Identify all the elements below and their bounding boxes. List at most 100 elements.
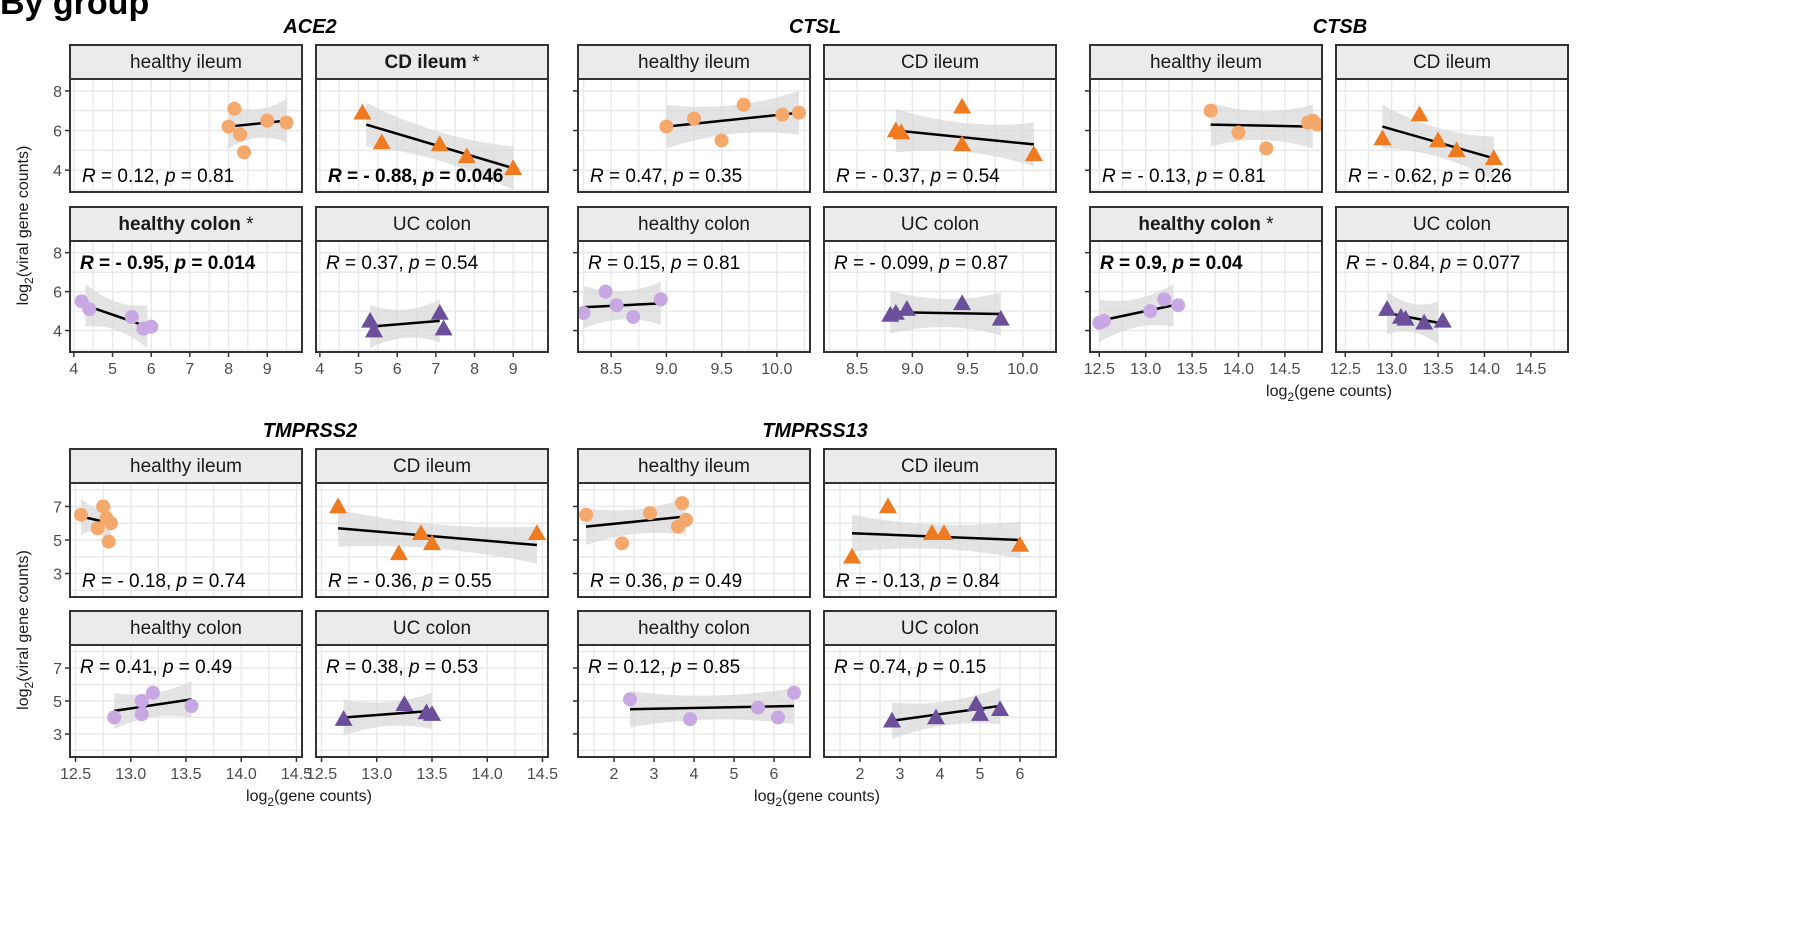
data-point — [787, 685, 801, 700]
x-tick-label: 13.0 — [115, 766, 146, 783]
data-point — [883, 711, 901, 728]
data-point — [1203, 103, 1218, 118]
x-tick-label: 8 — [470, 361, 479, 378]
data-point — [626, 309, 641, 324]
data-point — [1310, 117, 1322, 132]
plot-area — [316, 241, 548, 352]
x-tick-label: 13.5 — [170, 766, 201, 783]
correlation-annotation: R = - 0.62, p = 0.26 — [1348, 166, 1512, 187]
data-point — [527, 524, 546, 541]
data-point — [233, 127, 248, 142]
data-point — [643, 506, 657, 521]
regression-line — [1386, 311, 1439, 325]
data-point — [1484, 149, 1503, 166]
y-tick-label: 5 — [53, 694, 62, 711]
data-point — [598, 284, 613, 299]
facet-strip — [577, 448, 811, 484]
gene-title: TMPRSS2 — [263, 420, 357, 442]
x-tick-label: 7 — [431, 361, 440, 378]
correlation-annotation: R = 0.74, p = 0.15 — [834, 657, 986, 678]
data-point — [457, 147, 476, 164]
y-tick-label: 3 — [53, 567, 62, 584]
x-tick-label: 14.5 — [281, 766, 312, 783]
correlation-annotation: R = 0.47, p = 0.35 — [590, 166, 742, 187]
panel-border — [1335, 78, 1569, 193]
x-tick-label: 8.5 — [846, 361, 868, 378]
x-axis-label: log2(gene counts) — [1266, 383, 1392, 404]
gene-title: CTSB — [1313, 16, 1367, 38]
facet-strip-label: UC colon — [901, 214, 979, 235]
panel-border — [1335, 240, 1569, 353]
data-point — [504, 159, 523, 175]
x-tick-label: 4 — [315, 361, 324, 378]
correlation-annotation: R = - 0.88, p = 0.046 — [328, 166, 503, 187]
y-axis-label: log2(viral gene counts) — [15, 550, 36, 710]
data-point — [1447, 141, 1466, 158]
data-point — [579, 507, 593, 522]
facet-strip — [1089, 206, 1323, 242]
correlation-annotation: R = 0.41, p = 0.49 — [80, 657, 232, 678]
facet-panel: UC colon R = - 0.099, p = 0.87 8.5 9.0 9.5 10… — [823, 206, 1057, 378]
facet-strip-label: UC colon — [393, 214, 471, 235]
data-point — [389, 544, 408, 561]
x-tick-label: 14.0 — [226, 766, 257, 783]
facet-strip-label: CD ileum — [393, 456, 471, 477]
facet-panel: healthy ileum R = 0.36, p = 0.49 — [573, 448, 811, 598]
data-point — [953, 294, 972, 311]
data-point — [395, 695, 414, 712]
y-tick-label: 7 — [53, 499, 62, 516]
regression-line — [114, 698, 192, 713]
x-tick-label: 4 — [936, 766, 945, 783]
correlation-annotation: R = - 0.099, p = 0.87 — [834, 253, 1008, 274]
x-tick-label: 14.5 — [1269, 361, 1300, 378]
data-point — [1231, 125, 1246, 140]
correlation-annotation: R = - 0.95, p = 0.014 — [80, 253, 256, 274]
data-point — [675, 496, 689, 511]
regression-line — [1210, 123, 1313, 128]
data-point — [991, 309, 1010, 326]
data-point — [1410, 105, 1429, 122]
x-tick-label: 12.5 — [306, 766, 337, 783]
x-tick-label: 2 — [610, 766, 619, 783]
data-point — [714, 133, 729, 148]
panel-border — [315, 78, 549, 193]
facet-strip-label: healthy colon * — [1138, 214, 1274, 235]
correlation-annotation: R = - 0.36, p = 0.55 — [328, 571, 492, 592]
panel-border — [823, 482, 1057, 598]
data-point — [623, 692, 637, 707]
x-tick-label: 4 — [69, 361, 78, 378]
data-point — [184, 698, 199, 713]
data-point — [96, 499, 111, 514]
facet-panel: healthy ileum R = 0.12, p = 0.81 4 6 8 — [53, 44, 303, 193]
facet-strip-label: CD ileum — [901, 52, 979, 73]
regression-line — [343, 709, 433, 719]
data-point — [74, 507, 89, 522]
chart-ace2: ACE2 healthy ileum R = 0.12, p = 0.81 4 6 8 CD… — [15, 16, 549, 378]
data-point — [1143, 304, 1158, 319]
facet-strip-label: healthy colon * — [118, 214, 254, 235]
facet-strip-label: CD ileum * — [384, 52, 480, 73]
data-point — [82, 302, 97, 317]
x-tick-label: 13.5 — [1423, 361, 1454, 378]
facet-strip-label: healthy ileum — [1150, 52, 1262, 73]
plot-area — [578, 241, 810, 352]
x-tick-label: 14.5 — [1515, 361, 1546, 378]
regression-line — [895, 129, 1035, 146]
x-tick-label: 14.0 — [472, 766, 503, 783]
facet-panel: healthy colon * R = 0.9, p = 0.04 12.5 13.0… — [1084, 206, 1323, 378]
panel-border — [69, 240, 303, 353]
facet-panel: CD ileum * R = - 0.88, p = 0.046 — [315, 44, 549, 193]
x-tick-label: 6 — [770, 766, 779, 783]
correlation-annotation: R = 0.15, p = 0.81 — [588, 253, 740, 274]
facet-panel: healthy ileum R = 0.47, p = 0.35 — [573, 44, 811, 193]
facet-panel: healthy colon * R = - 0.95, p = 0.014 4 6 8 4… — [53, 206, 303, 378]
facet-panel: healthy ileum R = - 0.18, p = 0.74 3 5 7 — [53, 448, 303, 598]
panel-background — [70, 241, 302, 352]
plot-area — [316, 483, 548, 597]
x-axis-label: log2(gene counts) — [246, 788, 372, 809]
x-tick-label: 13.0 — [1130, 361, 1161, 378]
x-tick-label: 14.5 — [527, 766, 558, 783]
data-point — [221, 119, 236, 134]
data-point — [659, 119, 674, 134]
